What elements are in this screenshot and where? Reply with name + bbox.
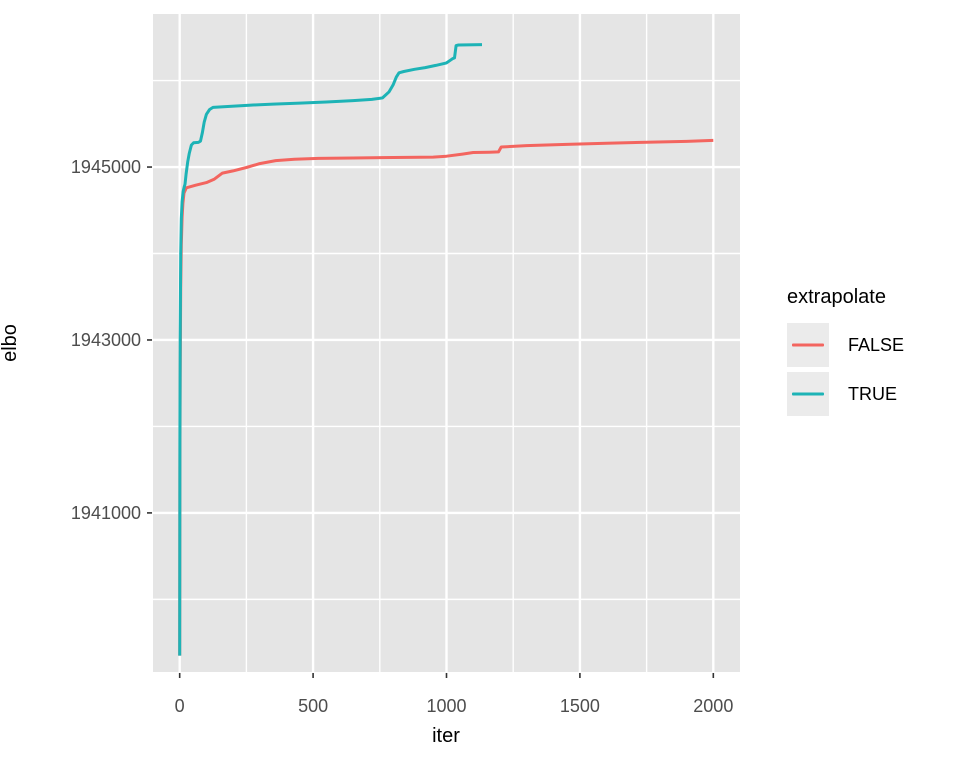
x-axis-title: iter <box>432 725 460 747</box>
legend-label-false: FALSE <box>848 334 905 355</box>
legend: extrapolate FALSE TRUE <box>787 286 904 416</box>
legend-key-false <box>787 323 829 367</box>
x-tick-label: 0 <box>175 696 185 716</box>
legend-title: extrapolate <box>787 286 886 308</box>
x-tick-label: 500 <box>298 696 328 716</box>
y-tick-label: 1943000 <box>71 330 141 350</box>
legend-item-true: TRUE <box>787 372 904 416</box>
legend-line-swatch-false <box>792 343 824 347</box>
x-tick-label: 2000 <box>693 696 733 716</box>
legend-items: FALSE TRUE <box>787 323 904 416</box>
legend-line-swatch-true <box>792 392 824 396</box>
series-line-true <box>178 43 483 656</box>
x-tick-label: 1000 <box>426 696 466 716</box>
y-tick-label: 1941000 <box>71 503 141 523</box>
legend-label-true: TRUE <box>848 383 897 404</box>
y-tick-label: 1945000 <box>71 157 141 177</box>
x-tick-label: 1500 <box>560 696 600 716</box>
legend-key-true <box>787 372 829 416</box>
y-axis-title: elbo <box>0 324 21 362</box>
legend-item-false: FALSE <box>787 323 904 367</box>
